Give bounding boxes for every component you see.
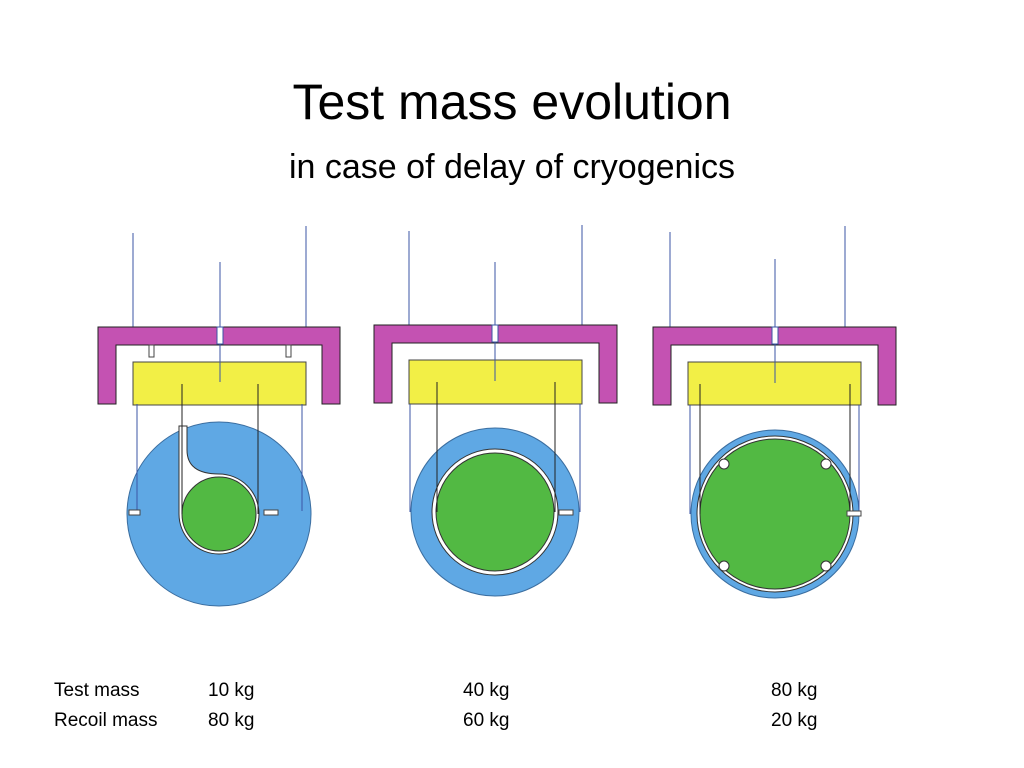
frame-clamp xyxy=(148,344,155,358)
test-mass xyxy=(181,476,257,552)
support-pin xyxy=(718,458,730,470)
mass-column-1: 10 kg 80 kg xyxy=(208,676,254,736)
test-mass xyxy=(435,452,555,572)
row-label-test-mass: Test mass xyxy=(54,680,140,701)
slide-subtitle: in case of delay of cryogenics xyxy=(288,148,736,186)
wire-clamp xyxy=(846,510,862,517)
frame-clamp xyxy=(771,326,779,345)
wire-clamp xyxy=(558,509,574,516)
mass-column-3: 80 kg 20 kg xyxy=(771,676,817,736)
frame-clamp xyxy=(285,344,292,358)
mass-column-2: 40 kg 60 kg xyxy=(463,676,509,736)
recoil-mass-value: 80 kg xyxy=(208,710,255,731)
support-pin xyxy=(820,560,832,572)
row-label-recoil-mass: Recoil mass xyxy=(54,710,158,731)
configuration-1 xyxy=(97,226,341,607)
support-pin xyxy=(718,560,730,572)
test-mass-value: 10 kg xyxy=(208,680,255,701)
test-mass-value: 80 kg xyxy=(771,680,818,701)
support-pin xyxy=(820,458,832,470)
slide-title: Test mass evolution xyxy=(292,74,732,130)
frame-clamp xyxy=(216,326,224,345)
configuration-3 xyxy=(652,226,897,599)
recoil-mass-value: 60 kg xyxy=(463,710,510,731)
configuration-2 xyxy=(373,225,618,597)
wire-clamp xyxy=(128,509,141,516)
frame-clamp xyxy=(491,324,499,343)
mass-table-labels: Test mass Recoil mass xyxy=(54,676,157,736)
wire-clamp xyxy=(263,509,279,516)
test-mass-value: 40 kg xyxy=(463,680,510,701)
recoil-mass-value: 20 kg xyxy=(771,710,818,731)
